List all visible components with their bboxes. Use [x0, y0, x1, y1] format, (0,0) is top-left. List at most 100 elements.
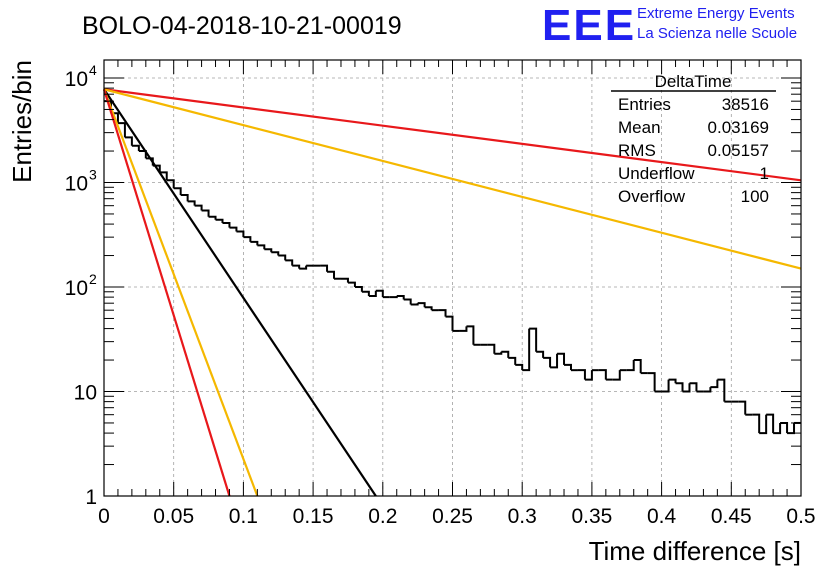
histogram-bin — [299, 265, 308, 270]
y-tick-label: 10 — [65, 173, 88, 196]
histogram-bin — [515, 363, 524, 371]
grid — [104, 60, 801, 496]
fit-line — [102, 88, 231, 497]
histogram-bin — [689, 382, 698, 392]
histogram-bin — [494, 351, 503, 355]
histogram-bin — [647, 372, 656, 392]
histogram-bin — [459, 326, 468, 332]
eee-logo: EEE — [542, 1, 636, 50]
histogram-bin — [173, 187, 182, 195]
histogram-bin — [633, 359, 642, 374]
logo-line-1: Extreme Energy Events — [637, 5, 795, 22]
y-tick-exponent: 4 — [89, 62, 97, 78]
x-tick-label: 0.1 — [229, 505, 258, 528]
histogram-bin — [194, 204, 203, 211]
run-title: BOLO-04-2018-10-21-00019 — [82, 12, 402, 40]
x-tick-label: 0.15 — [293, 505, 334, 528]
histogram-bin — [759, 414, 768, 435]
histogram-bin — [543, 356, 552, 368]
histogram-bin — [292, 264, 301, 269]
x-tick-label: 0.25 — [432, 505, 473, 528]
stats-label: Mean — [618, 118, 661, 137]
histogram-bin — [626, 360, 635, 372]
stats-box: DeltaTime Entries 38516 Mean 0.03169 RMS 0.05… — [611, 72, 776, 206]
histogram-bin — [550, 353, 559, 369]
stats-label: Underflow — [618, 164, 695, 183]
histogram-bin — [180, 193, 189, 202]
histogram-bin — [368, 290, 377, 298]
histogram-bin — [466, 325, 475, 345]
histogram-bin — [598, 369, 607, 380]
stats-value: 0.05157 — [708, 141, 769, 160]
x-tick-label: 0.4 — [647, 505, 677, 528]
histogram-bin — [752, 413, 761, 434]
histogram-bin — [215, 218, 224, 223]
histogram-bin — [536, 350, 545, 358]
histogram-bin — [445, 315, 454, 331]
histogram-bin — [264, 248, 273, 253]
histogram-bin — [243, 236, 252, 242]
stats-value: 1 — [760, 164, 769, 183]
histogram-bin — [612, 370, 621, 381]
histogram-bin — [320, 264, 329, 272]
histogram-bin — [201, 209, 210, 217]
y-axis-label: Entries/bin — [7, 60, 37, 183]
histogram-bin — [661, 379, 670, 393]
x-tick-label: 0.3 — [508, 505, 537, 528]
histogram-bin — [124, 136, 133, 146]
y-tick-label: 10 — [65, 68, 88, 91]
histogram-bin — [773, 422, 782, 435]
stats-value: 0.03169 — [708, 118, 769, 137]
histogram-bin — [361, 290, 370, 297]
histogram-bin — [584, 370, 593, 381]
histogram-bin — [668, 378, 677, 384]
stats-value: 100 — [741, 187, 769, 206]
fit-line — [103, 88, 802, 182]
histogram-bin — [766, 413, 775, 434]
x-tick-label: 0.5 — [786, 505, 815, 528]
histogram-bin — [340, 277, 349, 283]
histogram-bin — [166, 179, 175, 189]
histogram-bin — [577, 369, 586, 380]
histogram-bin — [417, 302, 426, 308]
axes: 0 0.05 0.1 0.15 0.2 0.25 0.3 0.35 0.4 0.45 0.5 1 10 1… — [65, 60, 816, 528]
fit-line — [102, 88, 259, 497]
histogram-bin — [424, 306, 433, 311]
stats-value: 38516 — [722, 95, 769, 114]
y-tick-exponent: 3 — [89, 167, 97, 183]
histogram-bin — [347, 281, 356, 287]
histogram-bin — [508, 356, 517, 365]
x-tick-label: 0.05 — [153, 505, 194, 528]
histogram-bin — [522, 328, 531, 372]
histogram-bin — [117, 122, 126, 138]
histogram-bin — [208, 215, 217, 220]
y-tick-exponent: 2 — [89, 271, 97, 287]
histogram-bin — [717, 378, 726, 402]
histogram-bin — [327, 270, 336, 279]
histogram-bin — [557, 352, 566, 365]
histogram-bin — [389, 296, 398, 299]
histogram-bin — [229, 226, 238, 232]
x-tick-label: 0.45 — [711, 505, 752, 528]
histogram-bin — [780, 421, 789, 434]
fit-lines — [102, 88, 802, 497]
histogram-bin — [222, 221, 231, 228]
stats-label: Overflow — [618, 187, 686, 206]
histogram-bin — [710, 379, 719, 389]
y-tick-label: 10 — [74, 382, 97, 405]
fit-line — [103, 88, 802, 270]
x-tick-label: 0 — [98, 505, 110, 528]
histogram-bin — [501, 350, 510, 358]
histogram-bin — [703, 387, 712, 393]
histogram-bin — [285, 259, 294, 266]
histogram-bin — [403, 298, 412, 305]
x-axis-label: Time difference [s] — [589, 536, 801, 566]
histogram-bin — [410, 303, 419, 306]
histogram-bin — [257, 244, 266, 250]
histogram-bin — [529, 327, 538, 352]
y-tick-label: 1 — [85, 486, 97, 509]
histogram-bin — [438, 309, 447, 317]
histogram-bin — [278, 254, 287, 261]
stats-title: DeltaTime — [655, 72, 732, 91]
histogram-bin — [354, 286, 363, 292]
